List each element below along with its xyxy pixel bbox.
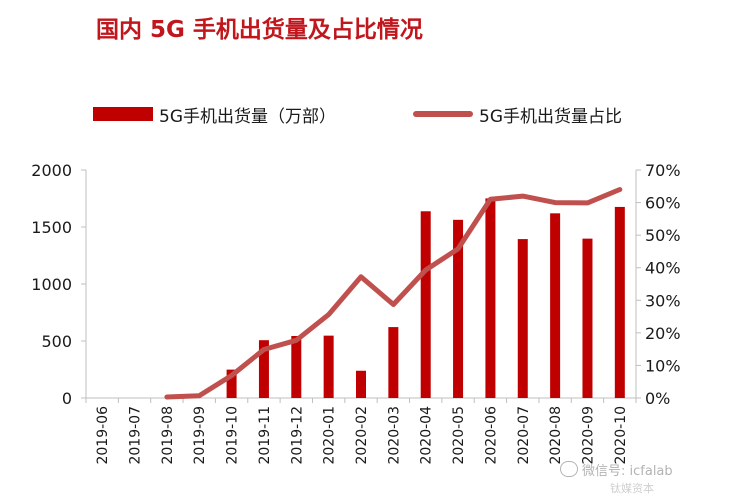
bar [388, 327, 399, 398]
y-left-tick-label: 1500 [31, 218, 72, 237]
y-right-tick-label: 70% [645, 161, 681, 180]
x-tick-label: 2020-07 [516, 406, 532, 465]
legend-label-share: 5G手机出货量占比 [479, 106, 622, 127]
legend-line-swatch [413, 111, 473, 117]
x-tick-label: 2019-07 [128, 406, 144, 465]
x-tick-label: 2020-04 [419, 406, 435, 465]
x-tick-label: 2019-11 [257, 406, 273, 465]
bar [258, 340, 269, 398]
bar [291, 335, 302, 398]
watermark-text: 微信号: icfalab [582, 464, 673, 479]
y-right-tick-label: 50% [645, 226, 681, 245]
x-tick-label: 2020-01 [322, 406, 338, 465]
y-right-tick-label: 10% [645, 356, 681, 375]
y-right-tick-label: 60% [645, 194, 681, 213]
y-left-tick-label: 0 [62, 389, 72, 408]
legend: 5G手机出货量（万部） 5G手机出货量占比 [0, 100, 732, 128]
watermark-subtext: 钛媒资本 [610, 482, 654, 495]
y-right-tick-label: 40% [645, 259, 681, 278]
y-right-tick-label: 30% [645, 291, 681, 310]
wechat-icon [560, 461, 578, 477]
bar [517, 239, 528, 398]
x-tick-label: 2019-08 [160, 406, 176, 465]
x-tick-label: 2020-06 [483, 406, 499, 465]
legend-bar-swatch [93, 107, 153, 121]
watermark: 微信号: icfalab [560, 460, 673, 479]
x-tick-label: 2019-12 [289, 406, 305, 465]
legend-label-shipments: 5G手机出货量（万部） [159, 106, 336, 127]
y-right-tick-label: 0% [645, 389, 670, 408]
x-tick-label: 2020-08 [548, 406, 564, 465]
legend-item-share: 5G手机出货量占比 [413, 100, 622, 128]
y-left-tick-label: 1000 [31, 275, 72, 294]
bar [582, 238, 593, 398]
chart-title: 国内 5G 手机出货量及占比情况 [96, 17, 423, 43]
x-tick-label: 2020-02 [354, 406, 370, 465]
y-left-tick-label: 500 [41, 332, 72, 351]
x-tick-label: 2020-05 [451, 406, 467, 465]
bar [485, 198, 496, 398]
bar [614, 206, 625, 398]
y-right-tick-label: 20% [645, 324, 681, 343]
share-line [164, 187, 623, 400]
bar [453, 219, 464, 398]
x-tick-label: 2019-06 [95, 406, 111, 465]
legend-item-shipments: 5G手机出货量（万部） [93, 100, 336, 128]
y-left-tick-label: 2000 [31, 161, 72, 180]
bar [550, 213, 561, 398]
x-tick-label: 2020-03 [386, 406, 402, 465]
bar [323, 335, 334, 398]
x-tick-label: 2020-10 [613, 406, 629, 465]
x-tick-label: 2019-09 [192, 406, 208, 465]
x-tick-label: 2020-09 [580, 406, 596, 465]
bar [356, 370, 366, 398]
bar [420, 211, 431, 398]
x-tick-label: 2019-10 [225, 406, 241, 465]
bar [226, 369, 237, 398]
